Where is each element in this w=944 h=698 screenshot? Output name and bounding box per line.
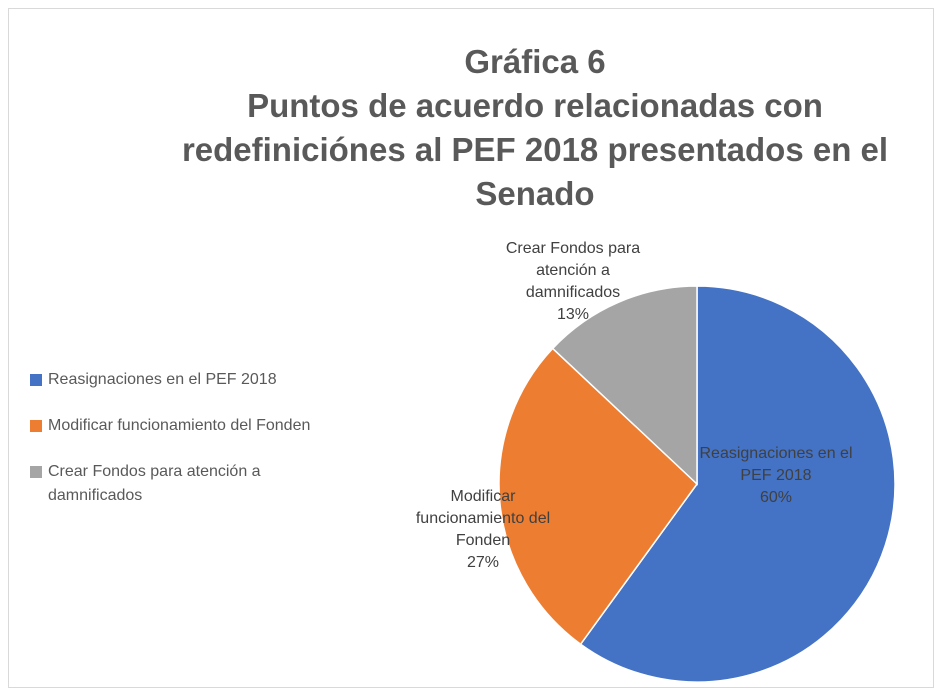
pie-slice	[551, 285, 698, 486]
titles: Gráfica 6 Puntos de acuerdo relacionadas…	[150, 40, 920, 216]
data-label-category: Crear Fondos para atención a damnificado…	[505, 240, 641, 301]
data-label-value: 13%	[556, 306, 590, 323]
legend-swatch	[30, 374, 42, 386]
data-label-value: 27%	[466, 554, 500, 571]
pie-slice	[498, 347, 698, 646]
legend-swatch	[30, 466, 42, 478]
data-label-category: Reasignaciones en el PEF 2018	[699, 445, 853, 484]
legend-label: Modificar funcionamiento del Fonden	[48, 417, 311, 434]
legend-entry: Crear Fondos para atención a damnificado…	[30, 460, 330, 508]
chart-title: Gráfica 6	[464, 43, 606, 80]
data-label: Reasignaciones en el PEF 2018 60%	[686, 443, 866, 509]
data-label: Modificar funcionamiento del Fonden 27%	[408, 486, 558, 574]
legend-swatch	[30, 420, 42, 432]
chart-frame	[8, 8, 934, 688]
legend-label: Crear Fondos para atención a damnificado…	[48, 463, 261, 504]
data-label-category: Modificar funcionamiento del Fonden	[415, 488, 551, 549]
data-label-value: 60%	[759, 489, 793, 506]
legend-entry: Reasignaciones en el PEF 2018	[30, 368, 330, 392]
legend: Reasignaciones en el PEF 2018 Modificar f…	[30, 368, 330, 530]
legend-entry: Modificar funcionamiento del Fonden	[30, 414, 330, 438]
chart-subtitle: Puntos de acuerdo relacionadas con redef…	[181, 87, 889, 212]
pie-slice	[579, 285, 896, 683]
data-label: Crear Fondos para atención a damnificado…	[493, 238, 653, 326]
legend-label: Reasignaciones en el PEF 2018	[48, 371, 277, 388]
